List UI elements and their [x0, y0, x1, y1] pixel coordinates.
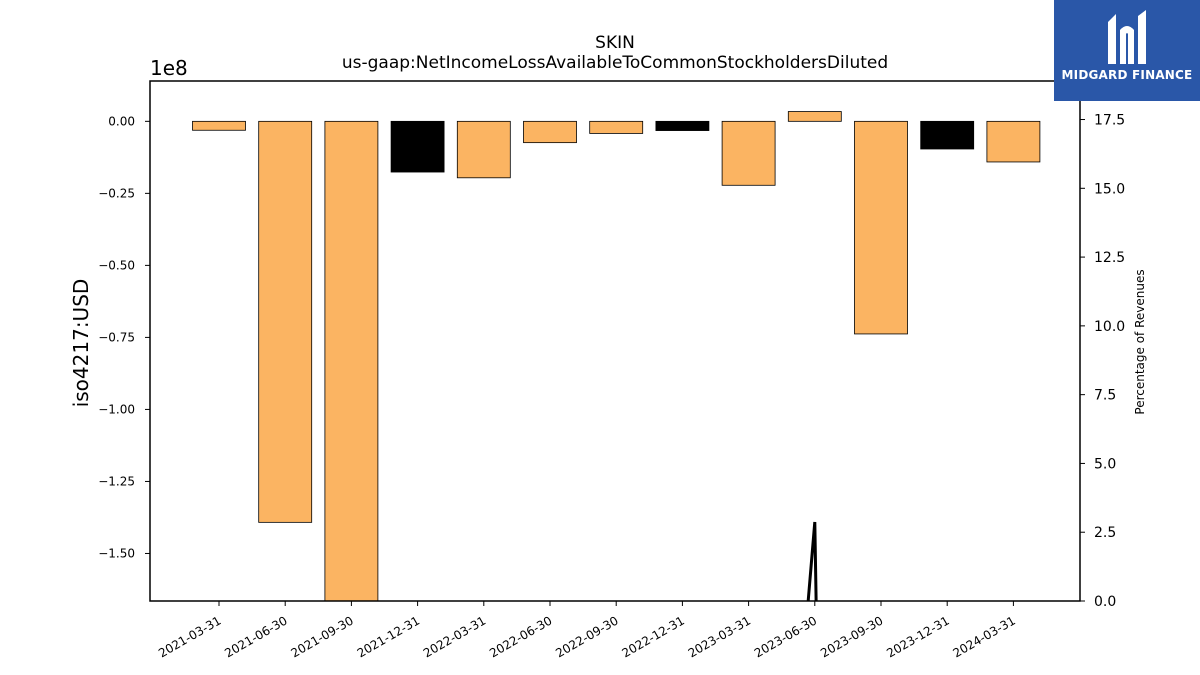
y-tick-label: −1.00 — [98, 402, 135, 416]
bar-2023-03-31 — [721, 120, 776, 186]
bar-2022-12-31 — [655, 120, 710, 131]
bar-2021-03-31 — [192, 120, 246, 131]
x-tick-label: 2023-09-30 — [818, 613, 885, 660]
bar-2023-12-31 — [920, 120, 975, 150]
x-tick-label: 2022-12-31 — [619, 613, 686, 660]
x-tick-label: 2021-12-31 — [355, 613, 422, 660]
x-tick-label: 2021-09-30 — [288, 613, 355, 660]
y-tick-label: −1.50 — [98, 546, 135, 560]
chart-title: SKIN — [595, 33, 635, 53]
y-tick-label: −0.25 — [98, 186, 135, 200]
x-tick-label: 2022-09-30 — [553, 613, 620, 660]
y-tick-label: −0.50 — [98, 258, 135, 272]
x-tick-label: 2022-06-30 — [487, 613, 554, 660]
y2-tick-label: 17.5 — [1094, 113, 1125, 129]
x-tick-label: 2021-06-30 — [222, 613, 289, 660]
y-tick-label: −0.75 — [98, 330, 135, 344]
bar-2024-03-31 — [986, 120, 1041, 163]
x-tick-label: 2021-03-31 — [156, 613, 223, 660]
chart-subtitle: us-gaap:NetIncomeLossAvailableToCommonSt… — [342, 53, 888, 73]
logo-text: MIDGARD FINANCE — [1061, 68, 1193, 82]
midgard-finance-logo: MIDGARD FINANCE — [1054, 0, 1200, 101]
y2-axis-label: Percentage of Revenues — [1133, 269, 1147, 414]
y-tick-label: 0.00 — [108, 114, 135, 128]
bar-2021-09-30 — [324, 120, 379, 602]
y2-tick-label: 15.0 — [1094, 181, 1125, 197]
x-tick-label: 2023-12-31 — [884, 613, 951, 660]
logo-mark-icon — [1108, 10, 1146, 64]
plot-frame — [149, 80, 1081, 602]
bar-2022-06-30 — [523, 120, 577, 144]
y-offset-label: 1e8 — [150, 56, 188, 80]
bar-2022-03-31 — [456, 120, 511, 179]
y2-tick-label: 5.0 — [1094, 456, 1116, 472]
y2-tick-label: 10.0 — [1094, 319, 1125, 335]
x-tick-label: 2024-03-31 — [950, 613, 1017, 660]
y-axis-label: iso4217:USD — [69, 279, 93, 408]
y2-tick-label: 12.5 — [1094, 250, 1125, 266]
y2-tick-label: 0.0 — [1094, 594, 1116, 610]
bar-2021-12-31 — [390, 120, 445, 173]
bar-2022-09-30 — [589, 120, 644, 134]
x-tick-label: 2023-06-30 — [752, 613, 819, 660]
x-tick-label: 2023-03-31 — [686, 613, 753, 660]
bar-2023-06-30 — [787, 111, 842, 122]
bar-2023-09-30 — [854, 120, 908, 335]
percentage-line — [806, 521, 818, 602]
x-tick-label: 2022-03-31 — [421, 613, 488, 660]
y-tick-label: −1.25 — [98, 474, 135, 488]
y2-tick-label: 2.5 — [1094, 525, 1116, 541]
y2-tick-label: 7.5 — [1094, 388, 1116, 404]
bar-2021-06-30 — [258, 120, 313, 523]
